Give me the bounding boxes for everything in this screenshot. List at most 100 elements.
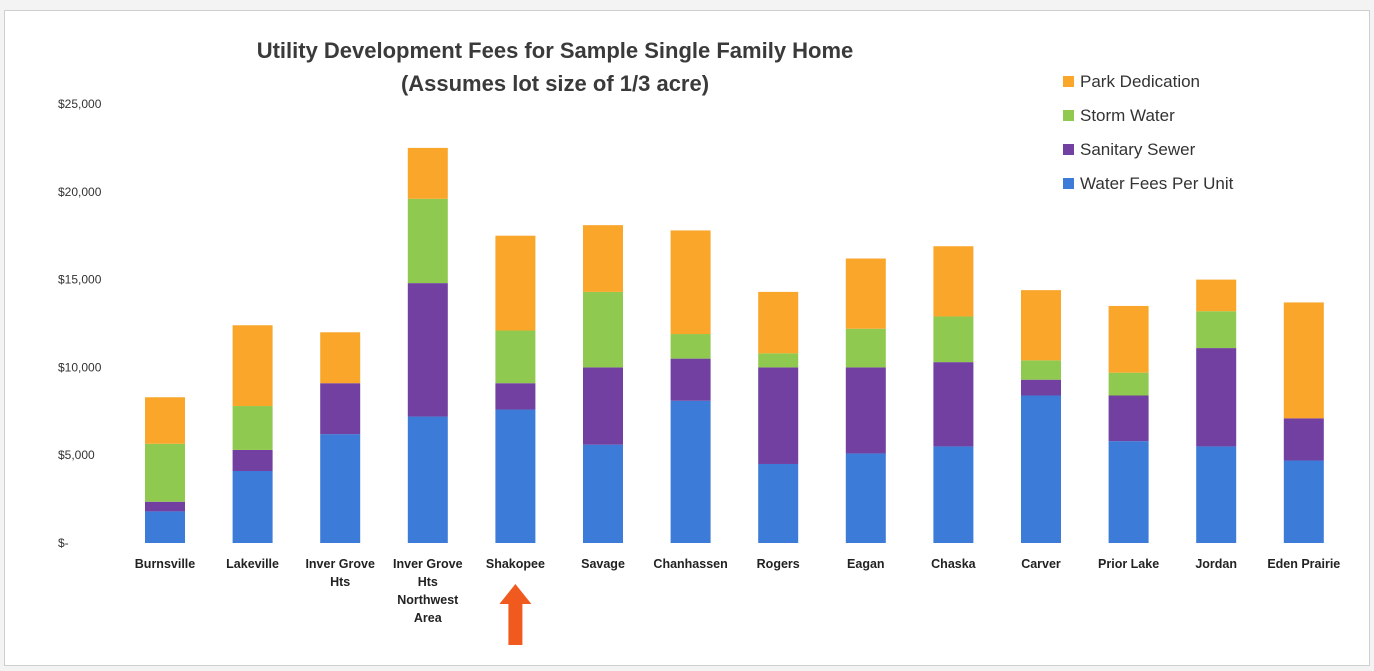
- x-tick-label: Eden Prairie: [1267, 557, 1340, 571]
- bar-segment: [1196, 348, 1237, 447]
- bar-segment: [933, 446, 974, 543]
- bar-segment: [1283, 302, 1324, 419]
- bar-segment: [232, 406, 273, 450]
- x-tick-label: Eagan: [847, 557, 885, 571]
- highlight-marker: [499, 584, 532, 645]
- bar-segment: [758, 463, 799, 543]
- bar-stack: [1196, 279, 1237, 543]
- bar-segment: [1108, 395, 1149, 442]
- bar-segment: [845, 367, 886, 454]
- x-tick-label: Rogers: [757, 557, 800, 571]
- bar-segment: [583, 225, 623, 292]
- x-tick-label: Chanhassen: [653, 557, 727, 571]
- bar-stack: [1021, 290, 1061, 543]
- x-tick-label: Lakeville: [226, 557, 279, 571]
- y-tick-label: $25,000: [58, 97, 102, 111]
- bar-segment: [758, 291, 799, 354]
- bar-segment: [1196, 311, 1237, 349]
- bar-segment: [1021, 395, 1061, 543]
- bar-segment: [1108, 441, 1149, 543]
- bar-segment: [145, 397, 185, 444]
- bar-segment: [495, 383, 536, 410]
- bar-stack: [583, 225, 623, 543]
- bar-segment: [495, 409, 536, 543]
- legend-swatch: [1063, 110, 1074, 121]
- y-axis: $- $5,000 $10,000 $15,000 $20,000 $25,000: [58, 97, 102, 550]
- chart-subtitle: (Assumes lot size of 1/3 acre): [401, 71, 709, 96]
- y-tick-label: $15,000: [58, 273, 102, 287]
- bar-segment: [845, 258, 886, 329]
- bar-stack: [933, 246, 974, 543]
- x-tick-label: Carver: [1021, 557, 1061, 571]
- bar-segment: [407, 198, 448, 284]
- bar-segment: [1196, 279, 1237, 312]
- bar-segment: [583, 444, 623, 543]
- bar-segment: [933, 316, 974, 363]
- bar-stack: [407, 147, 448, 543]
- bar-segment: [933, 362, 974, 447]
- bar-segment: [933, 246, 974, 317]
- legend-label: Park Dedication: [1080, 72, 1200, 91]
- y-tick-label: $10,000: [58, 360, 102, 374]
- bar-segment: [495, 235, 536, 331]
- bar-segment: [670, 334, 711, 359]
- legend-item: Water Fees Per Unit: [1063, 174, 1234, 193]
- bar-segment: [407, 416, 448, 543]
- bar-segment: [1021, 379, 1061, 396]
- bar-segment: [670, 230, 711, 335]
- legend-swatch: [1063, 178, 1074, 189]
- x-tick-label: Prior Lake: [1098, 557, 1159, 571]
- x-tick-label: Shakopee: [486, 557, 545, 571]
- bar-segment: [320, 383, 361, 435]
- bar-stack: [232, 325, 273, 543]
- bar-segment: [232, 325, 273, 407]
- legend-item: Sanitary Sewer: [1063, 140, 1196, 159]
- bar-segment: [407, 283, 448, 417]
- x-tick-label: Chaska: [931, 557, 977, 571]
- bar-segment: [232, 471, 273, 543]
- bar-segment: [845, 453, 886, 543]
- bars: [145, 147, 1324, 543]
- chart-title: Utility Development Fees for Sample Sing…: [257, 38, 854, 63]
- legend-swatch: [1063, 144, 1074, 155]
- highlight-arrow: [499, 584, 532, 645]
- bar-segment: [232, 449, 273, 472]
- legend-label: Sanitary Sewer: [1080, 140, 1196, 159]
- y-tick-label: $5,000: [58, 448, 95, 462]
- x-tick-label: Inver Grove Hts: [305, 557, 375, 589]
- x-tick-label: Jordan: [1195, 557, 1237, 571]
- bar-segment: [320, 434, 361, 543]
- x-tick-label: Inver Grove Hts Northwest Area: [393, 557, 463, 625]
- bar-segment: [758, 353, 799, 368]
- y-tick-label: $-: [58, 536, 69, 550]
- bar-segment: [583, 367, 623, 445]
- bar-segment: [320, 332, 361, 384]
- bar-segment: [1021, 290, 1061, 361]
- bar-stack: [145, 397, 185, 543]
- bar-segment: [758, 367, 799, 464]
- bar-segment: [670, 358, 711, 401]
- bar-segment: [1021, 360, 1061, 380]
- legend-item: Storm Water: [1063, 106, 1175, 125]
- x-axis: Burnsville Lakeville Inver Grove Hts Inver G…: [135, 557, 1341, 625]
- legend-label: Storm Water: [1080, 106, 1175, 125]
- y-tick-label: $20,000: [58, 185, 102, 199]
- bar-stack: [1108, 305, 1149, 543]
- bar-segment: [145, 511, 185, 543]
- bar-stack: [845, 258, 886, 543]
- x-tick-label: Savage: [581, 557, 625, 571]
- legend-label: Water Fees Per Unit: [1080, 174, 1234, 193]
- bar-segment: [670, 400, 711, 543]
- legend-swatch: [1063, 76, 1074, 87]
- bar-segment: [1283, 460, 1324, 543]
- bar-segment: [145, 443, 185, 502]
- bar-segment: [1108, 305, 1149, 373]
- legend-item: Park Dedication: [1063, 72, 1200, 91]
- bar-segment: [1108, 372, 1149, 396]
- bar-segment: [1283, 418, 1324, 461]
- bar-stack: [320, 332, 361, 543]
- bar-stack: [1283, 302, 1324, 543]
- x-tick-label: Burnsville: [135, 557, 195, 571]
- bar-segment: [495, 330, 536, 384]
